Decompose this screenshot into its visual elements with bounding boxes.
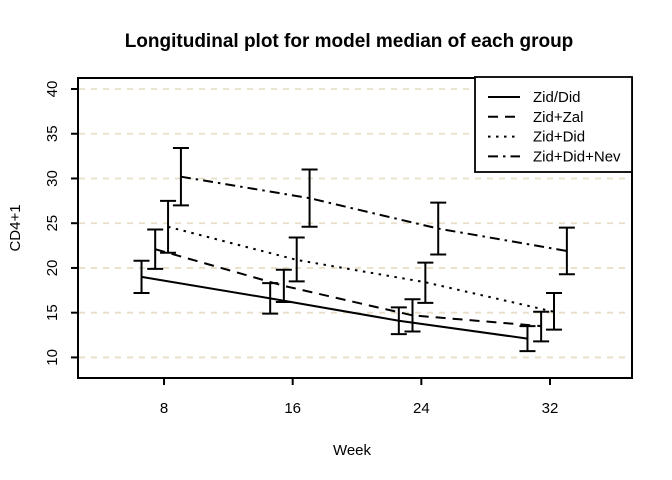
error-bar [275,268,292,303]
x-axis-label: Week [333,442,372,459]
y-tick-label: 15 [44,304,61,321]
error-bar [404,298,421,333]
plot-box [77,77,633,379]
error-bar [417,261,434,304]
series-line [167,225,555,313]
error-bar [301,168,318,228]
legend-layer: Zid/Did Zid+Zal Zid+Did Zid+Did+Nev [474,76,633,173]
legend-label: Zid+Did [533,129,585,146]
y-tick-label: 10 [44,349,61,366]
error-bar [133,259,150,295]
y-axis-label: CD4+1 [7,204,24,251]
legend-label: Zid+Zal [533,109,583,126]
series-layer [133,147,575,353]
legend-label: Zid+Did+Nev [533,148,621,165]
x-tick-label: 8 [160,400,168,417]
axes-layer: 8 16 24 32 10 15 20 25 30 35 40 [44,77,633,417]
error-bar [519,325,536,353]
error-bar [147,228,164,270]
legend-box [474,76,633,173]
y-tick-label: 35 [44,125,61,142]
chart-title: Longitudinal plot for model median of ea… [125,31,574,52]
y-tick-label: 25 [44,215,61,232]
y-tick-label: 20 [44,260,61,277]
x-tick-label: 16 [284,400,301,417]
legend-label: Zid/Did [533,89,581,106]
error-bar [558,226,575,276]
x-tick-label: 32 [542,400,559,417]
error-bar [546,292,563,331]
legend-entry: Zid/Did [488,89,581,106]
y-tick-label: 40 [44,81,61,98]
legend-entry: Zid+Did+Nev [488,148,621,165]
series-line [180,175,568,252]
error-bar [390,306,407,336]
legend-entry: Zid+Did [488,129,585,146]
series-line [141,275,528,340]
error-bar [533,310,550,343]
error-bar [172,147,189,207]
legend-entry: Zid+Zal [488,109,583,126]
x-tick-label: 24 [413,400,430,417]
error-bar [430,201,447,256]
y-tick-label: 30 [44,170,61,187]
series-line [154,248,542,328]
error-bar [160,199,177,254]
error-bar [288,236,305,283]
